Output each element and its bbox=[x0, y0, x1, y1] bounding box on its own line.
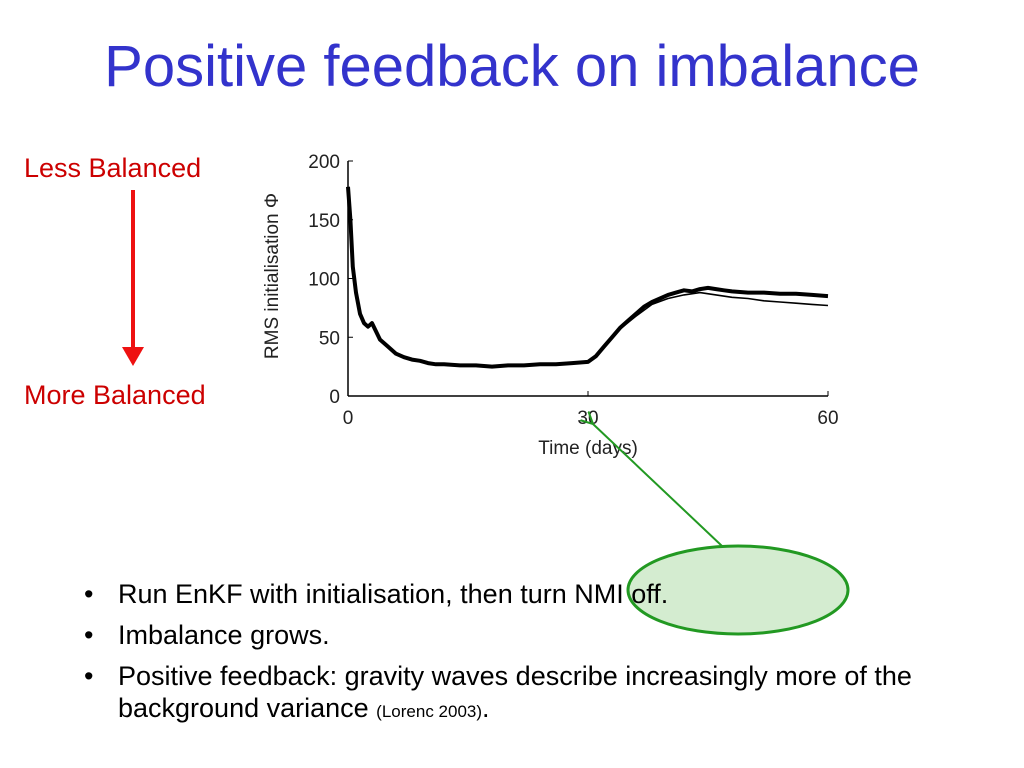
balance-arrow bbox=[122, 190, 144, 366]
bullet-text: Positive feedback: gravity waves describ… bbox=[118, 661, 912, 723]
slide-title: Positive feedback on imbalance bbox=[104, 34, 920, 99]
callout-arrow bbox=[593, 424, 723, 547]
bullet-end: . bbox=[482, 693, 490, 723]
bullet-text: Imbalance grows. bbox=[118, 620, 330, 650]
bullet-highlight: turn NMI off. bbox=[520, 579, 669, 609]
x-tick-label: 60 bbox=[817, 408, 838, 429]
y-tick-label: 200 bbox=[308, 152, 340, 173]
bullet-dot: • bbox=[84, 620, 94, 650]
series-line-1 bbox=[346, 186, 829, 369]
arrow-head bbox=[122, 347, 144, 366]
x-tick-label: 0 bbox=[343, 408, 354, 429]
callout-ellipse bbox=[626, 544, 850, 636]
series-line-2 bbox=[587, 291, 829, 363]
y-axis-label: RMS initialisation Φ bbox=[262, 193, 283, 359]
bullet-item: • Positive feedback: gravity waves descri… bbox=[78, 660, 978, 728]
bullet-dot: • bbox=[84, 661, 94, 691]
y-tick-label: 50 bbox=[319, 328, 340, 349]
callout bbox=[593, 424, 850, 636]
bullet-dot: • bbox=[84, 579, 94, 609]
bullet-list: • Run EnKF with initialisation, then turn… bbox=[78, 578, 978, 737]
citation: (Lorenc 2003) bbox=[376, 702, 483, 721]
chart-series bbox=[346, 186, 829, 369]
bullet-item: • Run EnKF with initialisation, then turn… bbox=[78, 578, 978, 610]
bullet-text: Run EnKF with initialisation, then bbox=[118, 579, 521, 609]
bullet-item: • Imbalance grows. bbox=[78, 619, 978, 651]
y-tick-label: 150 bbox=[308, 211, 340, 232]
y-tick-label: 100 bbox=[308, 270, 340, 291]
y-tick-label: 0 bbox=[329, 387, 340, 408]
x-axis-label: Time (days) bbox=[538, 438, 638, 459]
more-balanced-label: More Balanced bbox=[24, 380, 206, 410]
less-balanced-label: Less Balanced bbox=[24, 153, 202, 183]
